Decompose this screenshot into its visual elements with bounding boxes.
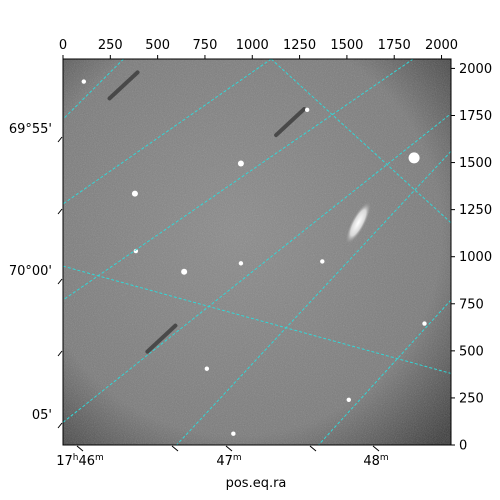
x-top-tick-label-6: 1500 — [330, 38, 363, 53]
star-mark-10 — [231, 431, 236, 436]
streak-2 — [145, 323, 178, 354]
star-mark-12 — [81, 79, 87, 84]
ra-tick-label-1: 47m — [216, 453, 241, 469]
star-mark-4 — [181, 268, 188, 275]
x-top-tick-label-1: 250 — [98, 38, 123, 53]
dec-axis-left: 69°55' 70°00' 05' — [9, 122, 63, 429]
dec-tick-2 — [57, 422, 63, 429]
y-right-tick-label-0: 0 — [459, 439, 467, 454]
y-right-tick-label-1: 250 — [459, 391, 484, 406]
ra-minutes-value: 46 — [78, 454, 95, 469]
coordinate-grid — [63, 59, 451, 445]
pixel-x-axis-top: 0 250 500 750 1000 1250 1500 1750 2000 — [59, 38, 458, 59]
x-top-tick-label-5: 1250 — [283, 38, 316, 53]
ra-tick-1 — [225, 445, 233, 452]
dec-grid-line-0 — [63, 59, 124, 120]
x-top-tick-label-7: 1750 — [378, 38, 411, 53]
ra-tick-label-0: 17h46m — [56, 453, 104, 469]
ra-hours-unit: h — [73, 453, 79, 463]
ra-tick-label-2: 48m — [363, 453, 388, 469]
plot-frame — [62, 58, 452, 446]
ra-grid-line-3 — [318, 299, 451, 445]
x-top-tick-label-3: 750 — [193, 38, 218, 53]
y-right-tick-label-8: 2000 — [459, 62, 492, 77]
ra-grid-line-0 — [63, 59, 272, 205]
ra-minor-tick-1 — [309, 445, 317, 452]
star-mark-13 — [304, 107, 310, 113]
dec-minor-tick-0 — [57, 208, 63, 215]
ra-minor-tick-0 — [171, 445, 179, 452]
dec-tick-label-1: 70°00' — [9, 264, 52, 279]
ra-grid-line-2 — [176, 150, 451, 445]
dec-grid-line-2 — [63, 265, 451, 374]
x-top-tick-label-2: 500 — [145, 38, 170, 53]
ra-minutes-unit: m — [233, 453, 242, 463]
y-right-tick-label-2: 500 — [459, 344, 484, 359]
star-mark-9 — [346, 397, 351, 403]
y-right-tick-label-4: 1000 — [459, 250, 492, 265]
ra-minutes-unit: m — [95, 453, 104, 463]
star-mark-7 — [422, 321, 427, 326]
star-mark-2 — [131, 190, 138, 197]
y-right-tick-label-5: 1250 — [459, 203, 492, 218]
dec-grid-line-1 — [270, 59, 451, 224]
star-mark-11 — [320, 259, 325, 264]
y-right-tick-label-3: 750 — [459, 297, 484, 312]
dec-tick-label-0: 69°55' — [9, 122, 52, 137]
ra-minutes-unit: m — [380, 453, 389, 463]
satellite-streaks — [107, 70, 307, 354]
streak-1 — [274, 107, 307, 138]
x-top-tick-label-8: 2000 — [425, 38, 458, 53]
galaxy-mark — [345, 201, 372, 245]
streak-0 — [107, 70, 140, 101]
sky-noise — [63, 59, 451, 445]
ra-grid-line-1 — [63, 59, 414, 301]
dec-tick-label-2: 05' — [32, 408, 52, 423]
star-mark-1 — [408, 152, 420, 164]
star-mark-6 — [238, 261, 244, 266]
dec-tick-1 — [57, 278, 63, 285]
sky-image — [63, 59, 451, 445]
pixel-y-axis-right: 0 250 500 750 1000 1250 1500 1750 2000 — [451, 62, 492, 454]
dec-grid-line-3 — [63, 113, 451, 423]
x-axis-title: pos.eq.ra — [226, 476, 287, 491]
ra-axis-bottom: 17h46m 47m 48m — [56, 445, 389, 469]
star-mark-3 — [237, 160, 244, 167]
star-mark-5 — [133, 248, 139, 254]
y-right-tick-label-6: 1500 — [459, 156, 492, 171]
sky-objects — [81, 79, 427, 436]
ra-tick-0 — [76, 445, 84, 452]
dec-tick-0 — [57, 136, 63, 143]
y-right-tick-label-7: 1750 — [459, 109, 492, 124]
x-top-tick-label-4: 1000 — [236, 38, 269, 53]
ra-tick-2 — [372, 445, 380, 452]
x-top-tick-label-0: 0 — [59, 38, 67, 53]
star-mark-8 — [204, 366, 210, 371]
dec-minor-tick-1 — [57, 350, 63, 357]
